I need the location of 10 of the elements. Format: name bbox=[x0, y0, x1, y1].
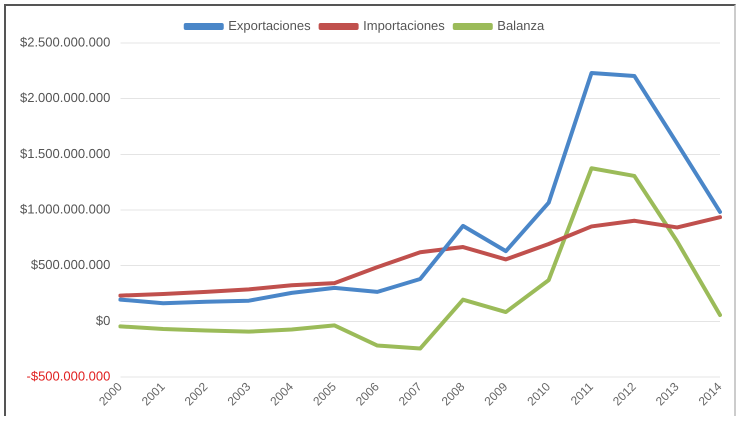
legend-label: Exportaciones bbox=[228, 18, 312, 34]
y-tick-label: $500.000.000 bbox=[30, 257, 110, 272]
y-tick-label: $2.500.000.000 bbox=[20, 34, 110, 50]
y-tick-label: $0 bbox=[96, 312, 110, 328]
legend-label: Balanza bbox=[497, 18, 546, 34]
y-tick-label: $1.500.000.000 bbox=[20, 146, 110, 161]
y-tick-label: -$500.000.000 bbox=[26, 368, 110, 384]
y-tick-label: $2.000.000.000 bbox=[20, 90, 110, 106]
y-tick-label: $1.000.000.000 bbox=[20, 202, 110, 217]
legend-label: Importaciones bbox=[363, 18, 446, 34]
